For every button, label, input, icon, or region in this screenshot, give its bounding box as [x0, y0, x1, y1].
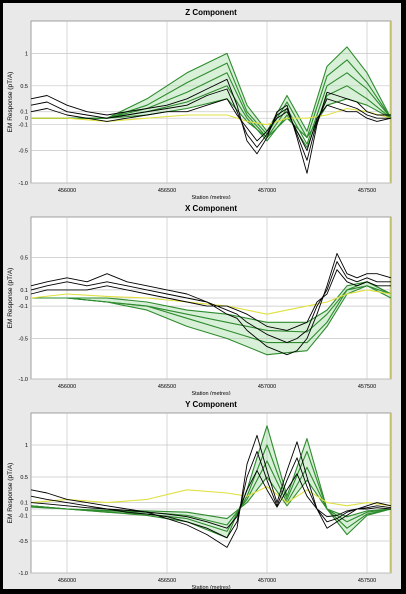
series-line-obs-5: [30, 252, 392, 356]
y-axis-label: EM Response (pT/A): [7, 463, 14, 524]
plot-area: [30, 412, 392, 574]
x-tick-label: 457000: [258, 578, 276, 584]
y-axis-label: EM Response (pT/A): [7, 72, 14, 133]
y-tick-label: -0.5: [19, 539, 28, 545]
y-axis-label: EM Response (pT/A): [7, 268, 14, 329]
x-tick-label: 456500: [158, 578, 176, 584]
y-tick-label: -0.5: [19, 149, 28, 155]
x-axis-label: Station (metres): [191, 585, 230, 589]
x-tick-label: 457500: [358, 578, 376, 584]
y-tick-label: 0.1: [20, 501, 28, 507]
y-tick-label: 0.5: [20, 475, 28, 481]
x-axis-label: Station (metres): [191, 195, 230, 199]
x-tick-label: 457000: [258, 384, 276, 390]
x-tick-label: 457000: [258, 188, 276, 194]
z-component-chart: Z Component 456000 456500 457000 457500 -1.0 -…: [3, 3, 401, 199]
y-tick-label: 0: [25, 507, 28, 513]
series-line-obs-7: [30, 269, 391, 331]
series-line-obs-8: [30, 98, 392, 152]
x-tick-label: 456000: [58, 384, 76, 390]
y-tick-label: 1: [25, 51, 28, 57]
series-line-highlight-4: [30, 289, 392, 315]
y-tick-label: 0.1: [20, 110, 28, 116]
x-component-chart: X Component 456000 456500 457000 457500 -1.0 -…: [3, 199, 401, 395]
x-axis-label: Station (metres): [191, 391, 230, 395]
series-line-model-2: [30, 460, 392, 526]
chart-title: Y Component: [185, 400, 237, 409]
series-line-obs-5: [30, 434, 392, 548]
series-line-obs-6: [30, 450, 392, 539]
y-tick-label: -0.1: [19, 304, 28, 310]
series-line-model-4: [31, 98, 392, 139]
model-envelope-area: [31, 281, 391, 355]
y-tick-label: 0: [25, 296, 28, 302]
y-tick-label: 1: [25, 443, 28, 449]
y-component-chart: Y Component 456000 456500 457000 457500 -1.0 -…: [3, 395, 401, 589]
series-line-highlight-5: [31, 107, 392, 126]
chart-title: Z Component: [185, 8, 237, 17]
series-line-model-2: [31, 285, 392, 333]
y-tick-label: 0: [25, 116, 28, 122]
x-tick-label: 456000: [58, 188, 76, 194]
y-tick-label: -1.0: [19, 571, 28, 577]
chart-title: X Component: [185, 204, 237, 213]
y-tick-label: -0.1: [19, 123, 28, 129]
figure-frame: Z Component 456000 456500 457000 457500 -1.0 -…: [3, 3, 401, 589]
series-line-obs-7: [30, 88, 391, 161]
y-tick-label: -1.0: [19, 377, 28, 383]
y-tick-label: -1.0: [19, 181, 28, 187]
x-tick-label: 456000: [58, 578, 76, 584]
y-tick-label: 0.1: [20, 288, 28, 294]
x-tick-label: 457500: [358, 188, 376, 194]
x-tick-label: 457500: [358, 384, 376, 390]
series-line-model-3: [31, 281, 392, 323]
x-tick-label: 456500: [158, 188, 176, 194]
series-line-obs-7: [30, 470, 392, 529]
series-line-model-0: [31, 46, 392, 132]
series-line-obs-6: [30, 261, 391, 344]
x-tick-label: 456500: [158, 384, 176, 390]
y-tick-label: -0.5: [19, 337, 28, 343]
series-line-obs-6: [30, 78, 391, 174]
y-tick-label: 0.5: [20, 84, 28, 90]
plot-area: [30, 20, 392, 184]
series-line-highlight-4: [30, 486, 392, 507]
y-tick-label: -0.1: [19, 513, 28, 519]
y-tick-label: 0.5: [20, 256, 28, 262]
